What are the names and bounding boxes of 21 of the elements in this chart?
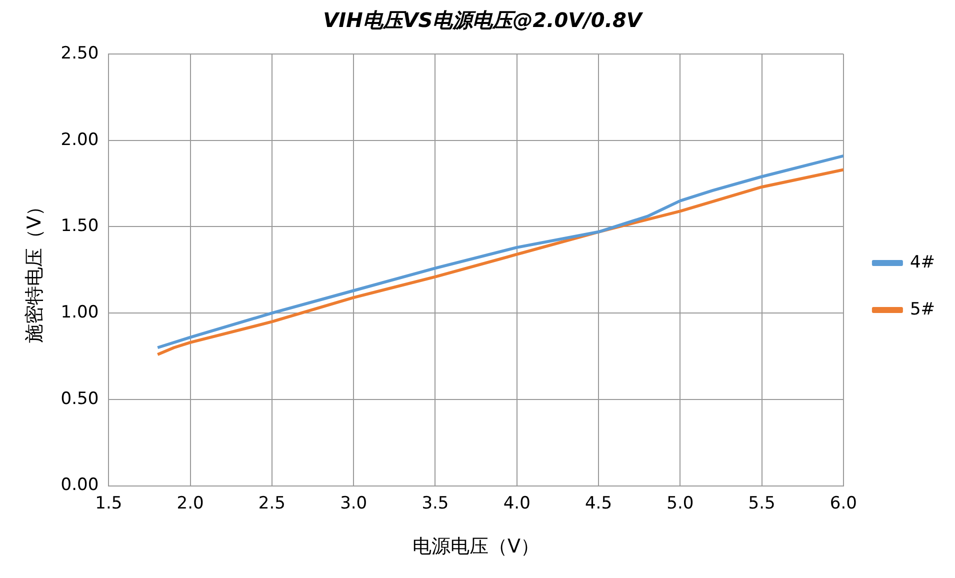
y-axis-title: 施密特电压（V） <box>23 196 46 343</box>
x-axis-title: 电源电压（V） <box>412 536 540 558</box>
x-tick-label: 4.0 <box>503 493 530 514</box>
x-tick-label: 5.0 <box>666 493 694 514</box>
legend-label: 4# <box>910 252 935 272</box>
x-tick-label: 4.5 <box>584 493 612 514</box>
x-tick-label: 3.0 <box>340 493 368 514</box>
x-tick-label: 2.5 <box>258 493 286 514</box>
x-tick-label: 6.0 <box>830 493 857 514</box>
y-tick-label: 0.00 <box>60 475 99 496</box>
legend-label: 5# <box>910 299 935 320</box>
x-tick-label: 1.5 <box>95 493 122 514</box>
y-tick-label: 2.00 <box>60 130 99 150</box>
y-tick-label: 1.00 <box>60 302 99 322</box>
x-tick-label: 3.5 <box>422 493 449 514</box>
y-tick-label: 1.50 <box>60 216 99 236</box>
y-tick-label: 0.50 <box>60 388 99 409</box>
chart-title: VIH电压VS电源电压@2.0V/0.8V <box>323 8 644 32</box>
x-tick-label: 5.5 <box>748 493 776 514</box>
y-tick-label: 2.50 <box>60 43 99 64</box>
x-tick-label: 2.0 <box>176 493 204 514</box>
